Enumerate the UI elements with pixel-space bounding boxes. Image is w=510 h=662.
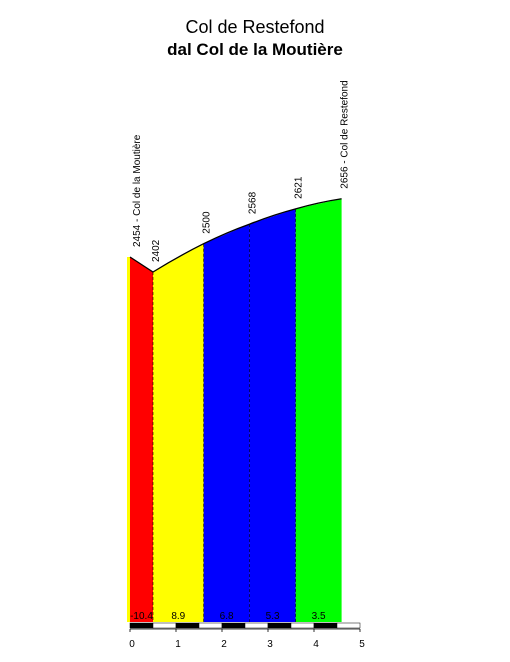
scale-block — [267, 622, 292, 629]
altitude-label: 2500 — [202, 211, 213, 234]
x-tick-label: 4 — [313, 639, 319, 650]
chart-title: Col de Restefond — [185, 17, 325, 37]
scale-block — [313, 622, 338, 629]
gradient-label: 5.3 — [266, 611, 280, 622]
x-tick-label: 1 — [175, 639, 181, 650]
altitude-label: 2656 - Col de Restefond — [340, 80, 351, 188]
profile-segment-1 — [130, 257, 153, 622]
x-tick-label: 2 — [221, 639, 227, 650]
scale-block — [244, 622, 269, 629]
altitude-label: 2402 — [151, 239, 162, 262]
scale-block — [129, 622, 154, 629]
altitude-label: 2621 — [294, 176, 305, 199]
profile-segment-4 — [249, 208, 296, 622]
gradient-label: -10.4 — [130, 611, 153, 622]
chart-subtitle: dal Col de la Moutière — [167, 40, 343, 59]
profile-edge — [127, 257, 130, 622]
altitude-label: 2568 — [248, 191, 259, 214]
x-tick-label: 3 — [267, 639, 273, 650]
scale-block — [175, 622, 200, 629]
profile-segment-3 — [203, 224, 250, 622]
scale-block — [221, 622, 246, 629]
profile-segment-2 — [153, 243, 204, 622]
scale-block — [290, 622, 315, 629]
gradient-label: 3.5 — [312, 611, 326, 622]
gradient-label: 6.8 — [220, 611, 234, 622]
scale-block — [198, 622, 223, 629]
scale-block — [152, 622, 177, 629]
gradient-label: 8.9 — [171, 611, 185, 622]
x-tick-label: 0 — [129, 639, 135, 650]
profile-segment-5 — [295, 198, 342, 622]
scale-block — [336, 622, 361, 629]
x-tick-label: 5 — [359, 639, 365, 650]
altitude-label: 2454 - Col de la Moutière — [132, 134, 143, 247]
